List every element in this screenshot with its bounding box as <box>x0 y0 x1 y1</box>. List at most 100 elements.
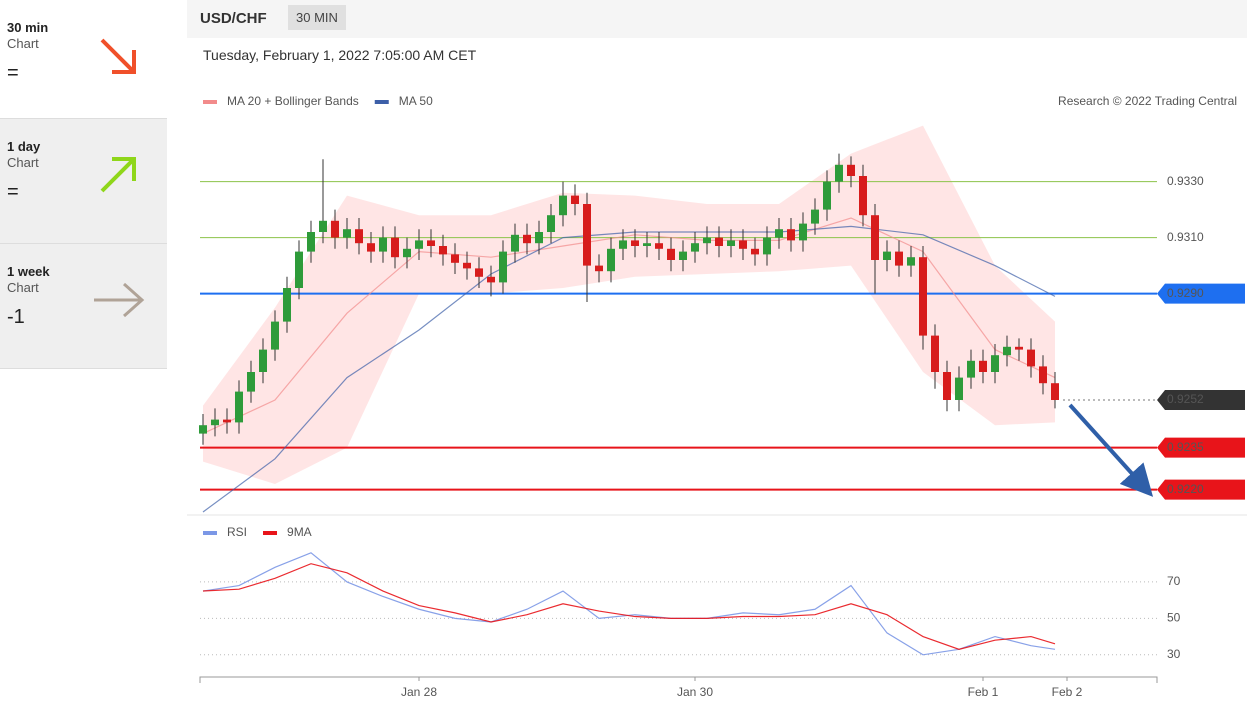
legend-swatch <box>203 100 217 104</box>
rating: = <box>7 62 19 84</box>
x-tick-label: Feb 1 <box>968 685 999 699</box>
candle-body <box>259 349 267 372</box>
candle-body <box>403 248 411 258</box>
candle-body <box>379 237 387 252</box>
rating: -1 <box>7 306 25 328</box>
candle-body <box>439 246 447 255</box>
candle-body <box>211 419 219 426</box>
candle-body <box>979 360 987 372</box>
level-label-box <box>1157 437 1245 458</box>
legend-swatch <box>203 531 217 535</box>
candle-body <box>547 215 555 232</box>
candle-body <box>943 372 951 400</box>
candle-body <box>607 248 615 272</box>
candle-body <box>931 335 939 372</box>
candle-body <box>487 276 495 283</box>
candle-body <box>1003 346 1011 356</box>
x-tick-label: Feb 2 <box>1052 685 1083 699</box>
level-label: 0.9252 <box>1167 392 1204 406</box>
candle-body <box>907 257 915 266</box>
type: Chart <box>7 36 39 51</box>
rsi-line <box>202 552 1056 656</box>
candle-body <box>523 234 531 244</box>
candle-body <box>1051 383 1059 400</box>
candle-body <box>919 257 927 336</box>
rating: = <box>7 181 19 203</box>
candle-body <box>559 195 567 216</box>
candle-body <box>847 164 855 176</box>
candle-body <box>967 360 975 378</box>
level-label-box <box>1157 283 1245 304</box>
candle-body <box>307 232 315 252</box>
candle-body <box>571 195 579 204</box>
candle-body <box>427 240 435 246</box>
candle-body <box>787 229 795 241</box>
symbol: USD/CHF <box>200 10 267 27</box>
legend-label: 9MA <box>287 525 312 539</box>
x-axis <box>199 676 1158 683</box>
candle-body <box>595 265 603 272</box>
candle-body <box>655 243 663 249</box>
level-label: 0.9310 <box>1167 230 1204 244</box>
header: USD/CHF 30 MIN <box>187 0 1247 38</box>
y-tick-label: 70 <box>1167 574 1181 588</box>
candle-body <box>499 251 507 283</box>
x-tick-label: Jan 28 <box>401 685 437 699</box>
credit: Research © 2022 Trading Central <box>1058 94 1237 108</box>
forecast-arrow <box>1068 403 1154 497</box>
candle-body <box>763 237 771 255</box>
candle-body <box>355 229 363 244</box>
candle-body <box>991 355 999 372</box>
y-tick-label: 50 <box>1167 611 1181 625</box>
right-arrow-icon <box>94 282 145 318</box>
candle-body <box>691 243 699 252</box>
candle-body <box>343 229 351 238</box>
legend-label: MA 20 + Bollinger Bands <box>227 94 359 108</box>
level-label: 0.9330 <box>1167 174 1204 188</box>
sidebar: 30 min Chart = 1 day Chart = 1 week Char… <box>0 0 167 369</box>
legend-swatch <box>374 100 389 104</box>
period: 30 min <box>7 20 49 35</box>
candle-body <box>955 377 963 400</box>
candle-body <box>643 243 651 246</box>
candle-body <box>1027 349 1035 367</box>
candle-body <box>859 176 867 216</box>
candle-body <box>703 237 711 244</box>
legend-label: RSI <box>227 525 247 539</box>
candle-body <box>415 240 423 249</box>
candle-body <box>271 321 279 350</box>
candle-body <box>883 251 891 260</box>
candle-body <box>811 209 819 224</box>
candle-body <box>667 248 675 260</box>
candle-body <box>871 215 879 260</box>
level-label-box <box>1157 479 1245 500</box>
candle-body <box>835 164 843 182</box>
datetime: Tuesday, February 1, 2022 7:05:00 AM CET <box>203 47 477 63</box>
candle-body <box>235 391 243 423</box>
rating-item[interactable]: 30 min Chart = <box>0 0 167 119</box>
candle-body <box>535 232 543 244</box>
interval[interactable]: 30 MIN <box>288 5 346 30</box>
level-label: 0.9290 <box>1167 286 1204 300</box>
candle-body <box>727 240 735 246</box>
level-label: 0.9220 <box>1167 482 1204 496</box>
level-label-box <box>1157 390 1245 410</box>
candle-body <box>679 251 687 260</box>
candle-body <box>799 223 807 241</box>
candle-body <box>751 248 759 255</box>
rating-item[interactable]: 1 week Chart -1 <box>0 244 167 369</box>
candle-body <box>319 220 327 232</box>
candle-body <box>199 425 207 434</box>
candle-body <box>631 240 639 246</box>
x-tick-label: Jan 30 <box>677 685 713 699</box>
type: Chart <box>7 155 39 170</box>
candle-body <box>511 234 519 252</box>
candle-body <box>715 237 723 246</box>
bollinger-band <box>203 125 1055 484</box>
up-arrow-icon <box>100 157 136 193</box>
rating-item[interactable]: 1 day Chart = <box>0 119 167 244</box>
candle-body <box>823 181 831 210</box>
level-label: 0.9235 <box>1167 440 1204 454</box>
